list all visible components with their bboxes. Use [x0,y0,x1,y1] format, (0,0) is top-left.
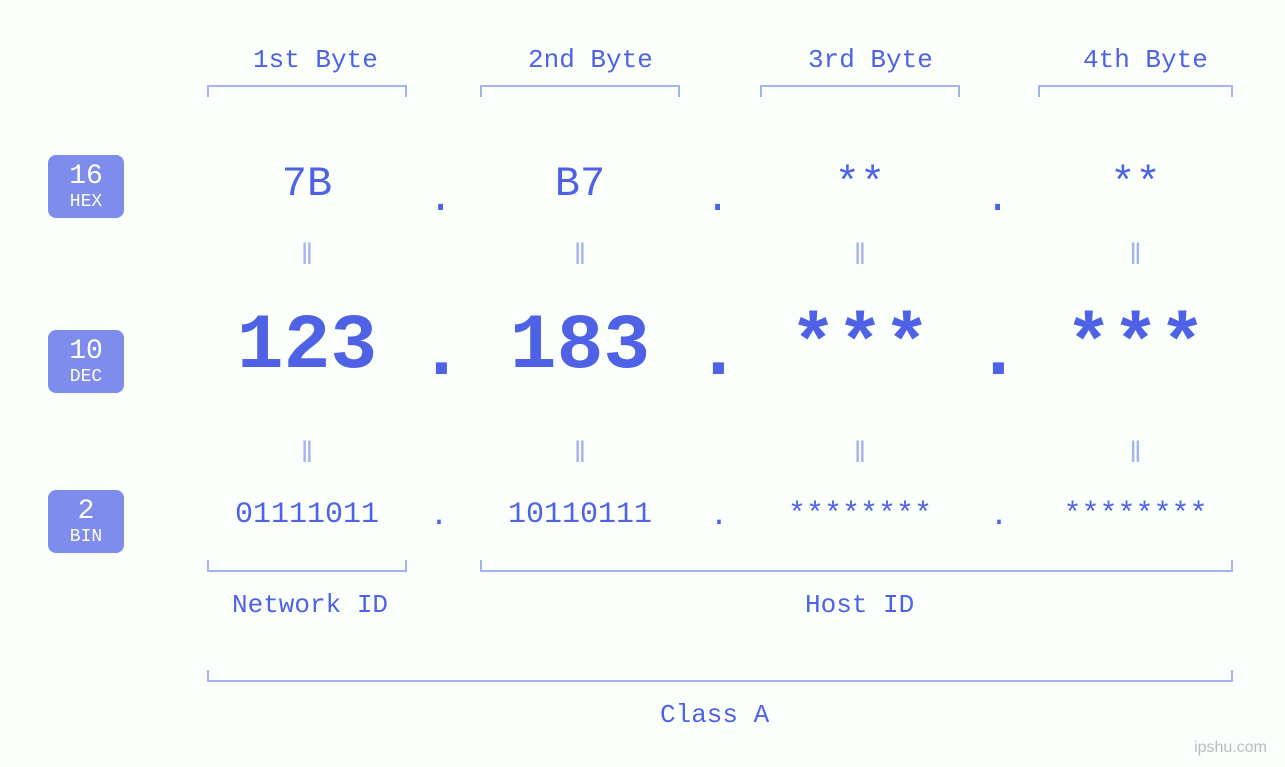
dec-badge: 10 DEC [48,330,124,393]
label-host-id: Host ID [805,590,914,620]
bracket-top-4 [1038,85,1233,97]
hex-byte-3: ** [760,160,960,208]
bin-byte-1: 01111011 [207,498,407,532]
equals-1-1: ǁ [207,240,407,274]
hex-byte-2: B7 [480,160,680,208]
hex-badge: 16 HEX [48,155,124,218]
bin-byte-3: ******** [760,498,960,532]
bin-dot-3: . [990,500,1008,534]
bracket-host [480,560,1233,572]
diagram-container: 1st Byte 2nd Byte 3rd Byte 4th Byte 16 H… [0,0,1285,767]
dec-badge-txt: DEC [48,368,124,386]
bin-byte-4: ******** [1038,498,1233,532]
hex-badge-num: 16 [48,163,124,191]
equals-1-3: ǁ [760,240,960,274]
dec-dot-2: . [695,310,742,398]
bracket-class [207,670,1233,682]
bracket-top-3 [760,85,960,97]
dec-byte-2: 183 [480,303,680,391]
bin-badge-txt: BIN [48,528,124,546]
bracket-top-1 [207,85,407,97]
equals-1-2: ǁ [480,240,680,274]
bin-badge: 2 BIN [48,490,124,553]
equals-2-3: ǁ [760,438,960,472]
hex-dot-3: . [985,175,1010,223]
hex-badge-txt: HEX [48,193,124,211]
label-network-id: Network ID [232,590,388,620]
bracket-network [207,560,407,572]
byte-header-4: 4th Byte [1083,45,1208,75]
bin-badge-num: 2 [48,498,124,526]
dec-byte-1: 123 [207,303,407,391]
dec-byte-3: *** [760,303,960,391]
hex-byte-1: 7B [207,160,407,208]
equals-2-4: ǁ [1038,438,1233,472]
byte-header-2: 2nd Byte [528,45,653,75]
bracket-top-2 [480,85,680,97]
dec-badge-num: 10 [48,338,124,366]
dec-dot-1: . [418,310,465,398]
equals-1-4: ǁ [1038,240,1233,274]
byte-header-3: 3rd Byte [808,45,933,75]
byte-header-1: 1st Byte [253,45,378,75]
dec-dot-3: . [975,310,1022,398]
equals-2-1: ǁ [207,438,407,472]
label-class: Class A [660,700,769,730]
bin-byte-2: 10110111 [480,498,680,532]
hex-dot-2: . [705,175,730,223]
watermark: ipshu.com [1194,739,1267,757]
bin-dot-1: . [430,500,448,534]
hex-dot-1: . [428,175,453,223]
bin-dot-2: . [710,500,728,534]
dec-byte-4: *** [1038,303,1233,391]
equals-2-2: ǁ [480,438,680,472]
hex-byte-4: ** [1038,160,1233,208]
